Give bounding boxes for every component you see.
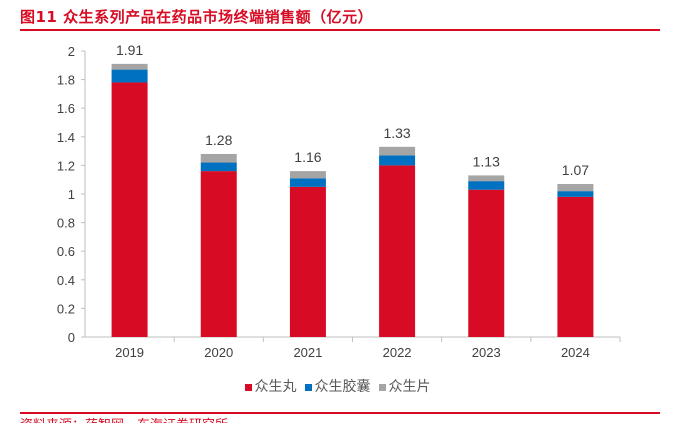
bar-segment: [379, 146, 416, 156]
legend-item: 众生片: [378, 376, 431, 396]
y-tick-label: 0.8: [57, 216, 75, 231]
total-data-label: 1.07: [562, 162, 589, 178]
source-note: 资料来源：药智网，东海证券研究所: [20, 414, 228, 423]
legend-label: 众生胶囊: [314, 379, 371, 395]
bar-segment: [111, 82, 148, 338]
y-tick-label: 1.2: [57, 158, 75, 173]
bar-segment: [468, 175, 505, 182]
figure-title: 图11 众生系列产品在药品市场终端销售额（亿元）: [20, 8, 374, 26]
legend-label: 众生片: [388, 379, 431, 395]
title-divider: [20, 29, 660, 31]
y-tick-label: 1.4: [57, 130, 75, 145]
bar-segment: [200, 153, 237, 163]
bar-segment: [111, 69, 148, 83]
legend-swatch: [378, 383, 386, 391]
legend-item: 众生丸: [244, 376, 297, 396]
bar-segment: [557, 191, 594, 197]
total-data-label: 1.33: [383, 125, 410, 141]
bar-segment: [468, 181, 505, 190]
legend-swatch: [244, 383, 252, 391]
y-tick-label: 1: [68, 187, 75, 202]
x-tick-label: 2022: [383, 345, 412, 360]
x-tick-label: 2021: [293, 345, 322, 360]
bar-segment: [468, 189, 505, 337]
y-tick-label: 1.8: [57, 73, 75, 88]
legend-item: 众生胶囊: [304, 376, 371, 396]
y-tick-label: 0: [68, 330, 75, 345]
x-tick-label: 2023: [472, 345, 501, 360]
bar-segment: [289, 186, 326, 337]
legend-label: 众生丸: [254, 379, 297, 395]
x-tick-label: 2019: [115, 345, 144, 360]
y-tick-label: 2: [68, 44, 75, 59]
bar-segment: [289, 178, 326, 187]
y-tick-label: 0.6: [57, 244, 75, 259]
bar-segment: [379, 155, 416, 166]
bar-segment: [557, 196, 594, 337]
bar-segment: [557, 183, 594, 192]
bar-segment: [111, 63, 148, 70]
bar-segment: [289, 171, 326, 179]
total-data-label: 1.91: [116, 42, 143, 58]
bar-segment: [200, 162, 237, 172]
legend: 众生丸 众生胶囊 众生片: [0, 376, 675, 396]
total-data-label: 1.28: [205, 132, 232, 148]
x-tick-label: 2024: [561, 345, 590, 360]
total-data-label: 1.13: [473, 153, 500, 169]
y-tick-label: 0.4: [57, 273, 75, 288]
y-tick-label: 1.6: [57, 101, 75, 116]
bar-segment: [379, 165, 416, 337]
total-data-label: 1.16: [294, 149, 321, 165]
y-tick-label: 0.2: [57, 301, 75, 316]
footer-divider: [20, 412, 660, 414]
x-tick-label: 2020: [204, 345, 233, 360]
legend-swatch: [304, 383, 312, 391]
bar-segment: [200, 171, 237, 337]
